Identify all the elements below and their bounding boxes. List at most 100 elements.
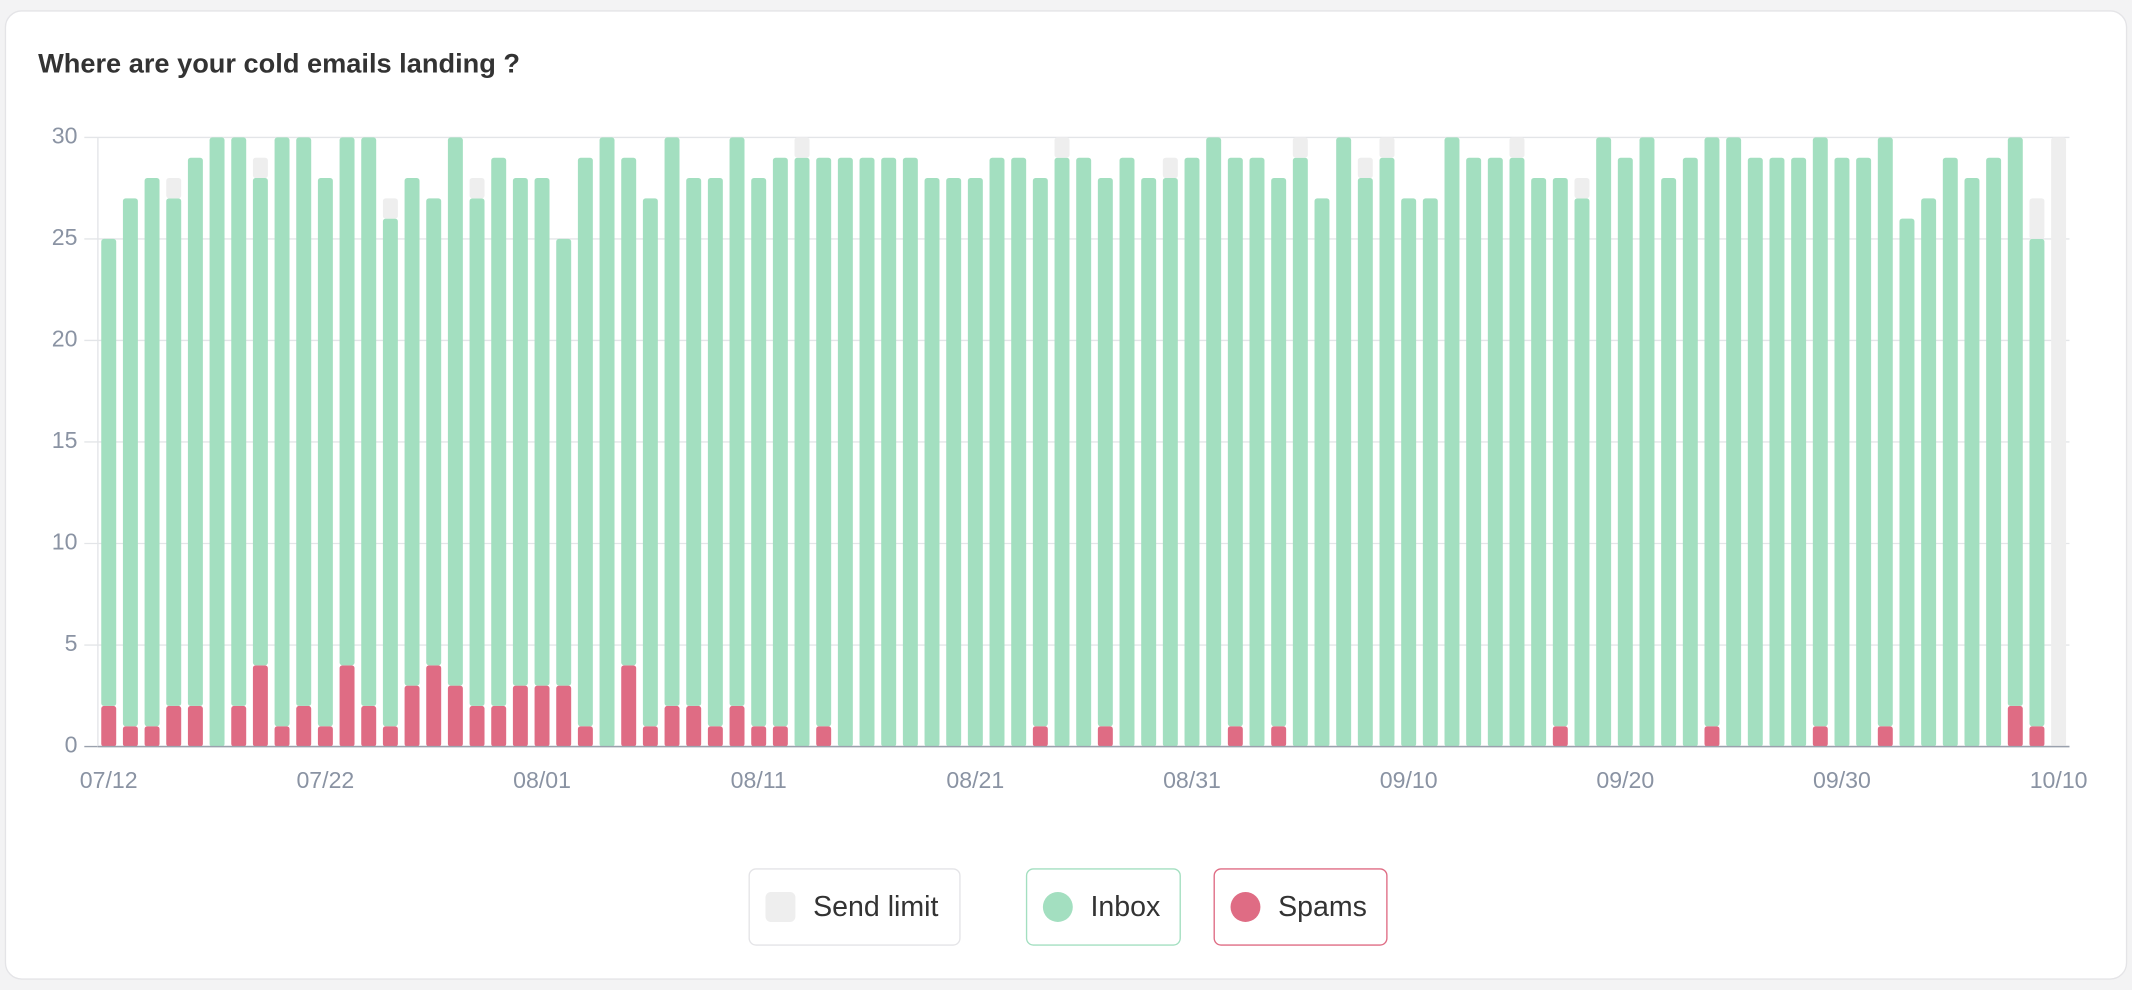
legend-label: Inbox [1090, 891, 1160, 923]
bar-segment [1466, 157, 1482, 747]
x-tick-label: 10/10 [2030, 767, 2088, 793]
bar-segment [382, 218, 398, 727]
x-tick-label: 07/22 [296, 767, 354, 793]
bar-segment [296, 137, 312, 706]
x-tick-label: 07/12 [80, 767, 138, 793]
bar-segment [2029, 726, 2045, 747]
bar-segment [1357, 178, 1373, 747]
bar-segment [101, 705, 117, 747]
bar-segment [122, 726, 138, 747]
bar-segment [599, 137, 615, 747]
bar-segment [1249, 157, 1265, 747]
bar-segment [1357, 157, 1373, 179]
x-tick-label: 09/20 [1596, 767, 1654, 793]
bar-segment [1097, 178, 1113, 727]
bar-segment [1011, 157, 1027, 747]
bar-segment [1292, 157, 1308, 747]
bar-segment [231, 705, 247, 747]
legend-item[interactable]: Inbox [1025, 868, 1181, 946]
bar-segment [1856, 157, 1872, 747]
bar-segment [469, 705, 485, 747]
bar-segment [2051, 137, 2067, 747]
y-tick-label: 0 [65, 732, 78, 758]
bar-segment [1032, 178, 1048, 727]
bar-segment [1119, 157, 1135, 747]
bar-segment [1162, 178, 1178, 747]
bar-segment [1899, 218, 1915, 747]
bar-segment [426, 198, 442, 666]
bar-segment [1791, 157, 1807, 747]
bar-segment [1921, 198, 1937, 747]
bar-segment [946, 178, 962, 747]
bar-segment [1704, 137, 1720, 727]
bar-segment [512, 685, 528, 747]
x-tick-label: 08/31 [1163, 767, 1221, 793]
bar-segment [1726, 137, 1742, 747]
bar-segment [534, 685, 550, 747]
bar-segment [1986, 157, 2002, 747]
bar-segment [491, 157, 507, 706]
bar-segment [122, 198, 138, 727]
bar-segment [144, 726, 160, 747]
bar-segment [1964, 178, 1980, 747]
bar-segment [426, 665, 442, 747]
bar-segment [1054, 157, 1070, 747]
legend-swatch [1042, 892, 1073, 922]
bar-segment [166, 178, 182, 199]
bar-segment [1314, 198, 1330, 747]
bar-segment [642, 198, 658, 727]
bar-segment [1509, 137, 1525, 158]
bar-segment [1032, 726, 1048, 747]
bar-segment [231, 137, 247, 706]
y-tick-label: 5 [65, 630, 78, 656]
bar-segment [686, 178, 702, 706]
bar-segment [1812, 137, 1828, 727]
bar-segment [1574, 178, 1590, 199]
bar-segment [794, 157, 810, 747]
bar-segment [577, 726, 593, 747]
bar-segment [1162, 157, 1178, 179]
legend-box [1213, 868, 1388, 946]
bar-segment [1769, 157, 1785, 747]
bar-segment [1574, 198, 1590, 747]
legend-swatch [1230, 892, 1261, 922]
bar-segment [642, 726, 658, 747]
bar-segment [361, 137, 377, 706]
bar-segment [404, 178, 420, 686]
legend-item[interactable]: Spams [1213, 868, 1388, 946]
bar-segment [447, 685, 463, 747]
bar-segment [166, 198, 182, 706]
bar-segment [772, 157, 788, 727]
bar-segment [512, 178, 528, 686]
bar-segment [1509, 157, 1525, 747]
bar-segment [751, 726, 767, 747]
bar-segment [881, 157, 897, 747]
bar-segment [1596, 137, 1612, 747]
bar-segment [2007, 137, 2023, 706]
bar-segment [1206, 137, 1222, 747]
legend-label: Send limit [813, 891, 938, 923]
bar-segment [664, 705, 680, 747]
bar-segment [1141, 178, 1157, 747]
bar-segment [1271, 178, 1287, 727]
bar-segment [339, 137, 355, 666]
bar-segment [1336, 137, 1352, 747]
bar-segment [1379, 137, 1395, 158]
y-tick-label: 10 [52, 529, 78, 555]
legend-item[interactable]: Send limit [748, 868, 961, 946]
bar-segment [274, 137, 290, 727]
chart-title: Where are your cold emails landing ? [38, 48, 520, 79]
bar-segment [967, 178, 983, 747]
bar-segment [187, 705, 203, 747]
bar-segment [686, 705, 702, 747]
x-tick-label: 08/21 [946, 767, 1004, 793]
bar-segment [1097, 726, 1113, 747]
y-tick-label: 30 [52, 123, 78, 149]
bar-segment [1812, 726, 1828, 747]
bar-segment [859, 157, 875, 747]
bar-segment [794, 137, 810, 158]
bar-segment [621, 157, 637, 666]
bar-segment [101, 238, 117, 706]
bar-segment [816, 726, 832, 747]
y-tick-label: 25 [52, 224, 78, 250]
